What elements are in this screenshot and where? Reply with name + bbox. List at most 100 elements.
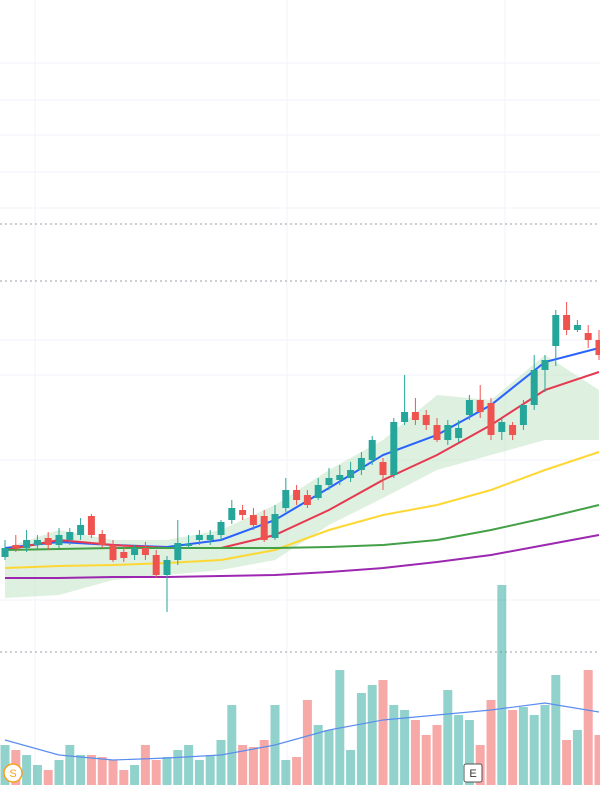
candle-body (228, 508, 236, 520)
candle-body (444, 425, 452, 440)
volume-bar (130, 765, 140, 785)
volume-bar (454, 715, 464, 785)
candle-body (141, 548, 149, 555)
volume-bar (594, 735, 600, 785)
candle-body (293, 490, 301, 500)
candle-body (217, 522, 225, 535)
volume-bar (216, 740, 226, 785)
candle-body (455, 428, 463, 438)
candle-body (487, 403, 495, 435)
volume-bar (508, 710, 518, 785)
volume-bar (259, 740, 269, 785)
line-layer (4, 347, 600, 579)
volume-bar (194, 760, 204, 785)
candle-body (595, 340, 600, 355)
volume-bar (313, 725, 323, 785)
candle-body (541, 360, 549, 370)
candle-body (368, 440, 376, 460)
candle-layer (1, 302, 600, 612)
event-e[interactable]: E (463, 763, 483, 783)
candle-body (1, 548, 9, 557)
candle-body (433, 425, 441, 440)
candle-body (314, 485, 322, 498)
candle-body (163, 560, 171, 575)
candle-body (347, 470, 355, 478)
volume-bar (572, 730, 582, 785)
volume-layer (0, 585, 600, 785)
volume-bar (551, 675, 561, 785)
candle-body (131, 548, 139, 555)
volume-bar (464, 720, 474, 785)
event-label: E (469, 768, 476, 780)
volume-bar (140, 745, 150, 785)
event-s[interactable]: S (3, 763, 23, 783)
candle-body (465, 400, 473, 415)
ma-line (4, 504, 600, 551)
volume-bar (410, 720, 420, 785)
volume-bar (108, 760, 118, 785)
candle-body (55, 535, 63, 545)
volume-bar (248, 747, 258, 785)
candle-body (195, 535, 203, 540)
candle-body (120, 552, 128, 558)
volume-bar (302, 700, 312, 785)
volume-bar (583, 670, 593, 785)
candle-body (271, 514, 279, 538)
candle-body (260, 516, 268, 540)
volume-bar (54, 760, 64, 785)
candle-body (401, 412, 409, 422)
candle-body (206, 535, 214, 540)
volume-bar (486, 700, 496, 785)
candle-body (519, 405, 527, 425)
candle-body (98, 534, 106, 545)
candle-body (509, 425, 517, 435)
volume-bar (367, 685, 377, 785)
candle-body (498, 422, 506, 432)
volume-bar (389, 705, 399, 785)
volume-bar (43, 770, 53, 785)
event-icon (463, 763, 483, 783)
volume-bar (205, 755, 215, 785)
candle-body (379, 462, 387, 475)
candle-body (530, 370, 538, 405)
cloud-area (5, 355, 599, 598)
volume-bar (22, 755, 32, 785)
event-label: S (9, 768, 16, 780)
volume-bar (86, 755, 96, 785)
candle-body (23, 540, 31, 548)
candle-body (249, 515, 257, 525)
candle-body (44, 538, 52, 545)
event-icon (3, 763, 23, 783)
ma-line (5, 534, 600, 579)
volume-bar (227, 705, 237, 785)
volume-bar (292, 757, 302, 785)
candle-body (336, 475, 344, 480)
volume-bar (518, 707, 528, 785)
candle-body (422, 415, 430, 425)
ma-line (4, 451, 600, 569)
volume-bar (32, 765, 42, 785)
candle-body (152, 555, 160, 575)
volume-bar (356, 693, 366, 785)
volume-bar (400, 710, 410, 785)
candle-body (109, 545, 117, 560)
volume-bar (0, 745, 10, 785)
volume-bar (540, 705, 550, 785)
candle-body (185, 544, 193, 546)
volume-bar (432, 725, 442, 785)
volume-ma (4, 702, 600, 761)
cloud-layer (5, 355, 599, 598)
volume-bar (346, 750, 356, 785)
volume-bar (562, 740, 572, 785)
candle-body (476, 400, 484, 412)
candle-body (552, 315, 560, 346)
candle-body (303, 495, 311, 505)
candle-body (357, 458, 365, 470)
candle-body (282, 490, 290, 508)
candle-body (174, 543, 182, 560)
volume-bar (497, 585, 507, 785)
volume-bar (443, 690, 453, 785)
